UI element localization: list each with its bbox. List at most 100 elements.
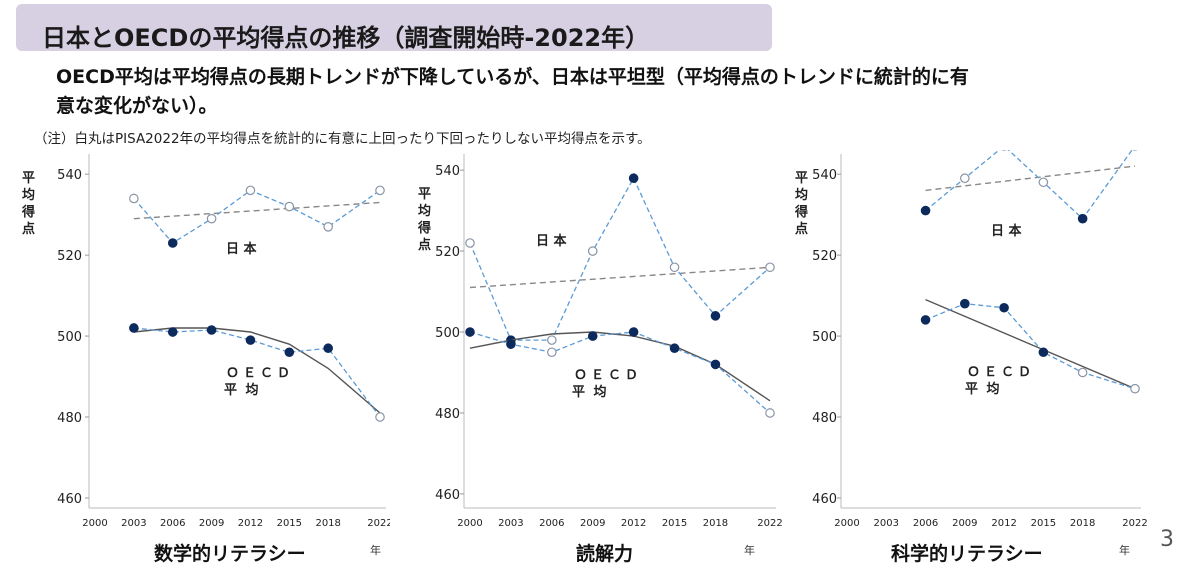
data-point-filled xyxy=(1038,347,1049,358)
data-point-open xyxy=(669,262,680,273)
y-axis-label-char: 得 xyxy=(417,220,431,236)
series-label: ＯＥＣＤ xyxy=(574,368,642,383)
x-tick-label: 2012 xyxy=(991,518,1016,529)
y-tick-label: 520 xyxy=(435,245,460,260)
x-tick-label: 2015 xyxy=(662,518,687,529)
data-point-filled xyxy=(669,343,680,354)
y-tick-label: 520 xyxy=(57,249,82,264)
chart-panel-reading: 540 520 500 480 460 2000 2003 2006 2009 2012 2015 2… xyxy=(398,150,788,567)
x-tick-label: 2015 xyxy=(1031,518,1056,529)
x-tick-label: 2015 xyxy=(277,518,302,529)
x-tick-label: 2003 xyxy=(874,518,899,529)
data-point-open xyxy=(465,238,475,248)
y-axis-label-char: 点 xyxy=(795,221,808,237)
x-tick-label: 2022 xyxy=(367,518,390,529)
data-point-open xyxy=(765,262,775,273)
y-tick-label: 540 xyxy=(435,164,460,179)
summary-line-1: OECD平均は平均得点の長期トレンドが下降しているが、日本は平坦型（平均得点のト… xyxy=(56,66,969,88)
x-tick-label: 2009 xyxy=(952,518,977,529)
data-point-open xyxy=(1077,367,1088,378)
y-axis-label-char: 点 xyxy=(22,221,35,237)
trend-line xyxy=(925,298,1136,390)
y-axis-label-char: 平 xyxy=(22,171,35,186)
series-label: 日 本 xyxy=(226,241,257,257)
series-label: 日 本 xyxy=(991,223,1022,239)
chart-svg: 540 520 500 480 460 2000 2003 2006 2009 2012 2015 2… xyxy=(794,150,1148,529)
data-point-filled xyxy=(284,347,295,358)
y-tick-label: 520 xyxy=(812,249,837,264)
data-point-filled xyxy=(920,205,931,216)
series-line xyxy=(469,176,771,341)
x-tick-label: 2000 xyxy=(457,518,482,529)
x-axis-unit-label: 年 xyxy=(744,544,755,557)
page-title: 日本とOECDの平均得点の推移（調査開始時-2022年） xyxy=(42,24,650,52)
data-point-open xyxy=(1038,177,1049,188)
series-label: 平 均 xyxy=(965,381,1002,397)
y-axis-label-char: 均 xyxy=(418,203,431,219)
data-point-open xyxy=(587,246,598,256)
y-tick-label: 500 xyxy=(57,330,82,345)
x-tick-label: 2018 xyxy=(1070,518,1095,529)
data-point-open xyxy=(129,193,139,204)
footnote: （注）白丸はPISA2022年の平均得点を統計的に有意に上回ったり下回ったりしな… xyxy=(34,131,651,147)
title-banner: 日本とOECDの平均得点の推移（調査開始時-2022年） xyxy=(16,4,772,52)
x-axis-unit-label: 年 xyxy=(1119,544,1130,557)
y-tick-label: 480 xyxy=(57,411,82,426)
data-point-filled xyxy=(129,323,139,333)
data-point-open xyxy=(284,201,295,212)
data-point-open xyxy=(375,412,385,422)
x-tick-label: 2006 xyxy=(913,518,938,529)
x-tick-label: 2022 xyxy=(1122,518,1147,529)
y-axis-label-char: 得 xyxy=(21,204,35,220)
data-point-filled xyxy=(999,302,1009,313)
x-tick-label: 2009 xyxy=(199,518,224,529)
x-tick-label: 2018 xyxy=(703,518,728,529)
trend-line xyxy=(925,165,1136,192)
chart-title: 科学的リテラシー xyxy=(891,543,1043,565)
x-tick-label: 2000 xyxy=(834,518,859,529)
series-label: 平 均 xyxy=(224,382,261,398)
data-point-filled xyxy=(710,311,721,321)
x-tick-label: 2003 xyxy=(498,518,523,529)
chart-title: 数学的リテラシー xyxy=(154,543,306,565)
y-axis-label-char: 点 xyxy=(418,237,431,253)
y-tick-label: 460 xyxy=(812,492,837,507)
data-point-open xyxy=(375,185,385,196)
y-axis-label-char: 均 xyxy=(22,187,35,203)
summary-text: OECD平均は平均得点の長期トレンドが下降しているが、日本は平坦型（平均得点のト… xyxy=(56,63,1166,121)
data-point-filled xyxy=(587,331,598,341)
page-number: 3 xyxy=(1160,527,1174,552)
data-point-open xyxy=(323,222,333,232)
data-point-open xyxy=(245,185,256,196)
series-label: ＯＥＣＤ xyxy=(226,366,294,381)
x-tick-label: 2009 xyxy=(580,518,605,529)
x-tick-label: 2012 xyxy=(238,518,263,529)
x-tick-label: 2006 xyxy=(539,518,564,529)
data-point-filled xyxy=(506,339,516,349)
x-axis-unit-label: 年 xyxy=(370,544,381,557)
y-axis-label-char: 均 xyxy=(795,187,808,203)
chart-panel-science: 540 520 500 480 460 2000 2003 2006 2009 2012 2015 2… xyxy=(787,150,1177,567)
data-point-open xyxy=(547,335,557,345)
data-point-filled xyxy=(167,238,178,248)
series-line xyxy=(469,331,771,414)
data-point-filled xyxy=(710,359,721,370)
data-point-filled xyxy=(206,325,217,335)
data-point-filled xyxy=(323,343,333,354)
chart-title: 読解力 xyxy=(576,543,634,565)
trend-line xyxy=(133,201,381,220)
x-tick-label: 2018 xyxy=(315,518,340,529)
series-label: ＯＥＣＤ xyxy=(967,365,1035,380)
trend-line xyxy=(469,266,771,289)
series-label: 日 本 xyxy=(536,233,567,249)
y-tick-label: 540 xyxy=(812,168,837,183)
y-tick-label: 480 xyxy=(812,411,837,426)
x-tick-label: 2000 xyxy=(82,518,107,529)
x-tick-label: 2022 xyxy=(757,518,782,529)
y-tick-label: 460 xyxy=(435,488,460,503)
chart-panel-math: 540 520 500 480 460 2000 2003 2006 2009 2012 2015 2… xyxy=(0,150,390,567)
y-tick-label: 500 xyxy=(812,330,837,345)
y-tick-label: 500 xyxy=(435,326,460,341)
